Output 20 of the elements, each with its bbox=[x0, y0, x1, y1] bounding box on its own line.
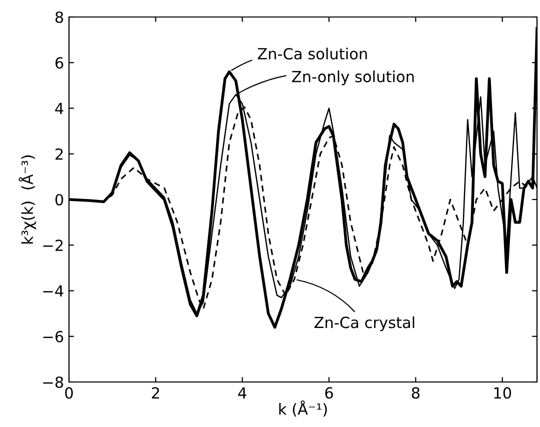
y-tick-label: 2 bbox=[56, 148, 63, 160]
y-tick-label: 8 bbox=[55, 11, 64, 24]
x-tick-label: 10 bbox=[494, 387, 512, 399]
x-tick-label: 4 bbox=[238, 387, 246, 398]
x-tick-label: 2 bbox=[152, 387, 159, 398]
y-tick-label: −2 bbox=[43, 240, 63, 251]
x-tick-label: 6 bbox=[325, 387, 333, 399]
y-axis-title: k³χ(k) (Å⁻³) bbox=[18, 155, 36, 244]
x-tick-label: 8 bbox=[412, 387, 420, 399]
y-tick-label: 4 bbox=[55, 102, 64, 114]
series-label: Zn-Ca solution bbox=[258, 48, 367, 60]
legend-label: Zn-only solution bbox=[292, 70, 414, 86]
y-tick-label: −6 bbox=[43, 330, 64, 342]
x-axis-title: k (Å⁻¹) bbox=[279, 400, 327, 417]
y-tick-label: 6 bbox=[55, 57, 64, 69]
y-tick-label: −8 bbox=[43, 376, 64, 388]
y-tick-label: −4 bbox=[43, 285, 64, 297]
x-tick-label: 0 bbox=[65, 387, 73, 399]
y-tick-label: 0 bbox=[55, 194, 64, 206]
text: Zn-Ca crystal bbox=[314, 316, 414, 332]
